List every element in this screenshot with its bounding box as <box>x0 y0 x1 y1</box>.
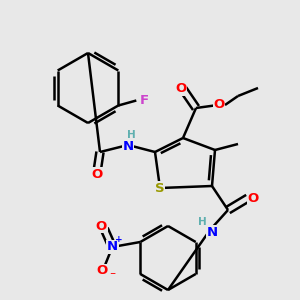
Text: N: N <box>107 241 118 254</box>
Text: O: O <box>248 191 259 205</box>
Text: +: + <box>116 236 123 244</box>
Text: F: F <box>140 94 149 107</box>
Text: O: O <box>176 82 187 95</box>
Text: ⁻: ⁻ <box>109 271 116 284</box>
Text: O: O <box>96 220 107 232</box>
Text: H: H <box>127 130 135 140</box>
Text: O: O <box>92 167 103 181</box>
Text: O: O <box>97 265 108 278</box>
Text: N: N <box>206 226 218 238</box>
Text: O: O <box>213 98 225 112</box>
Text: S: S <box>155 182 165 194</box>
Text: H: H <box>198 217 206 227</box>
Text: N: N <box>122 140 134 152</box>
